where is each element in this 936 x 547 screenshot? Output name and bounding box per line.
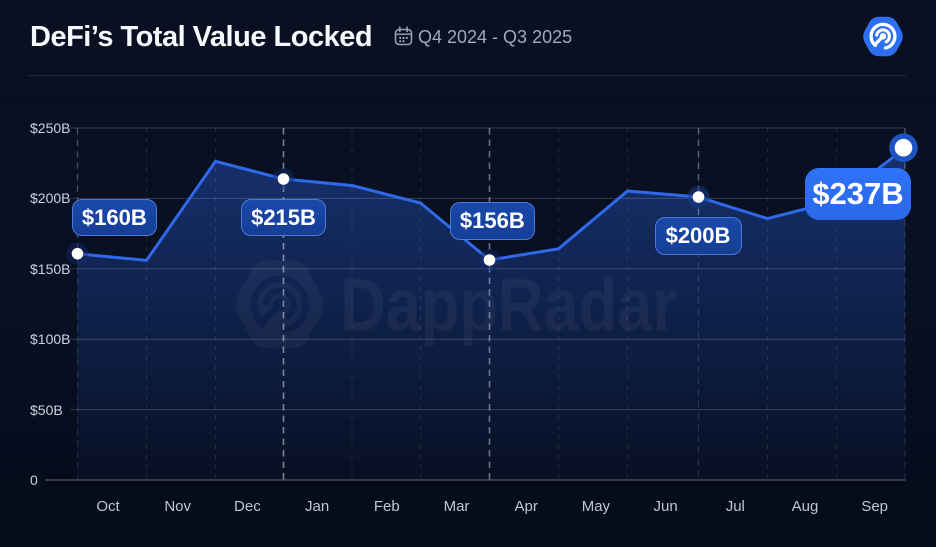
svg-text:DappRadar: DappRadar (340, 264, 677, 347)
